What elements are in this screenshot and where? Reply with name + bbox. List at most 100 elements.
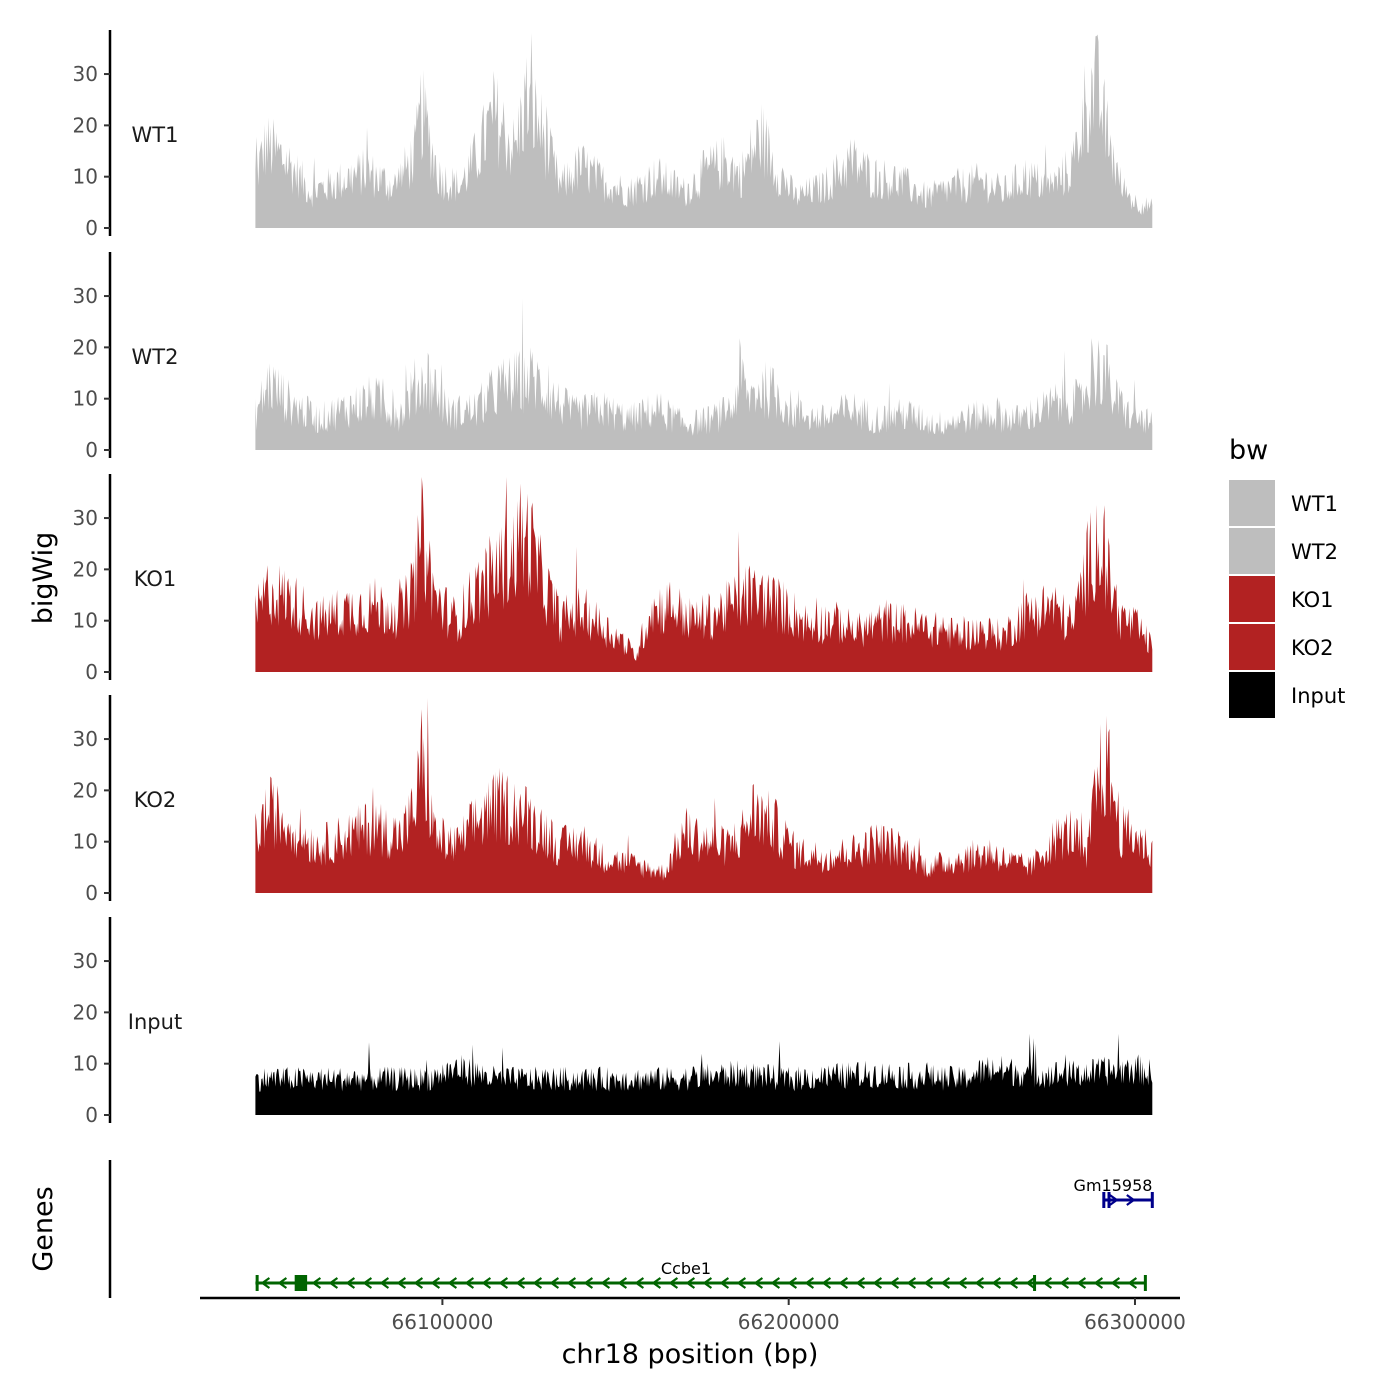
strand-chevron bbox=[923, 1277, 934, 1289]
track-label-wt2: WT2 bbox=[132, 345, 179, 369]
strand-chevron bbox=[566, 1277, 577, 1289]
strand-chevron bbox=[753, 1277, 764, 1289]
gene-ccbe1: Ccbe1 bbox=[255, 1259, 1147, 1291]
strand-chevron bbox=[991, 1277, 1002, 1289]
y-tick-label: 20 bbox=[73, 557, 98, 581]
legend-swatch-input bbox=[1229, 672, 1275, 718]
exon bbox=[1033, 1275, 1037, 1291]
x-axis-title: chr18 position (bp) bbox=[562, 1339, 819, 1370]
track-ko1: 0 10 20 30 KO1 bbox=[73, 474, 1153, 684]
strand-chevron bbox=[532, 1277, 543, 1289]
strand-chevron bbox=[396, 1277, 407, 1289]
strand-chevron bbox=[668, 1277, 679, 1289]
legend-label-input: Input bbox=[1291, 684, 1345, 708]
track-wt2: 0 10 20 30 WT2 bbox=[73, 252, 1153, 462]
strand-chevron bbox=[872, 1277, 883, 1289]
y-tick-label: 20 bbox=[73, 335, 98, 359]
strand-chevron bbox=[481, 1277, 492, 1289]
x-tick-label: 66100000 bbox=[392, 1310, 494, 1334]
area-ko2 bbox=[255, 698, 1153, 893]
strand-chevron bbox=[1042, 1277, 1053, 1289]
track-input: 0 10 20 30 Input bbox=[73, 917, 1153, 1127]
strand-chevron bbox=[617, 1277, 628, 1289]
y-tick-label: 0 bbox=[85, 1103, 98, 1127]
track-label-input: Input bbox=[128, 1010, 182, 1034]
x-axis: 66100000 66200000 66300000 bbox=[200, 1296, 1186, 1334]
strand-chevron bbox=[1093, 1277, 1104, 1289]
exon bbox=[1102, 1192, 1106, 1208]
strand-chevron bbox=[362, 1277, 373, 1289]
y-tick-label: 30 bbox=[73, 506, 98, 530]
strand-chevron bbox=[413, 1277, 424, 1289]
strand-chevron bbox=[974, 1277, 985, 1289]
gene-label: Gm15958 bbox=[1074, 1176, 1153, 1195]
strand-chevron bbox=[447, 1277, 458, 1289]
strand-chevron bbox=[549, 1277, 560, 1289]
strand-chevron bbox=[685, 1277, 696, 1289]
strand-chevron bbox=[719, 1277, 730, 1289]
legend-label-wt1: WT1 bbox=[1291, 492, 1338, 516]
y-tick-label: 10 bbox=[73, 830, 98, 854]
exon bbox=[1107, 1192, 1111, 1208]
exon bbox=[1150, 1192, 1154, 1208]
y-tick-label: 30 bbox=[73, 727, 98, 751]
y-axis-title: bigWig bbox=[28, 532, 59, 625]
strand-chevron bbox=[651, 1277, 662, 1289]
legend-swatch-wt1 bbox=[1229, 480, 1275, 526]
exon bbox=[304, 1275, 308, 1291]
strand-chevron bbox=[345, 1277, 356, 1289]
track-ko2: 0 10 20 30 KO2 bbox=[73, 695, 1153, 905]
legend-swatch-wt2 bbox=[1229, 528, 1275, 574]
gene-label: Ccbe1 bbox=[661, 1259, 711, 1278]
y-tick-label: 20 bbox=[73, 1000, 98, 1024]
strand-chevron bbox=[906, 1277, 917, 1289]
strand-chevron bbox=[1076, 1277, 1087, 1289]
strand-chevron bbox=[260, 1277, 271, 1289]
area-wt1 bbox=[255, 33, 1153, 228]
y-tick-label: 0 bbox=[85, 881, 98, 905]
strand-chevron bbox=[770, 1277, 781, 1289]
strand-chevron bbox=[1126, 1194, 1136, 1206]
y-tick-label: 10 bbox=[73, 609, 98, 633]
strand-chevron bbox=[277, 1277, 288, 1289]
strand-chevron bbox=[634, 1277, 645, 1289]
strand-chevron bbox=[787, 1277, 798, 1289]
strand-chevron bbox=[1127, 1277, 1138, 1289]
strand-chevron bbox=[855, 1277, 866, 1289]
track-label-ko1: KO1 bbox=[134, 567, 177, 591]
y-tick-label: 0 bbox=[85, 438, 98, 462]
strand-chevron bbox=[328, 1277, 339, 1289]
strand-chevron bbox=[583, 1277, 594, 1289]
y-tick-label: 30 bbox=[73, 949, 98, 973]
exon bbox=[255, 1275, 259, 1291]
y-tick-label: 0 bbox=[85, 216, 98, 240]
area-wt2 bbox=[255, 298, 1153, 450]
strand-chevron bbox=[1059, 1277, 1070, 1289]
y-tick-label: 0 bbox=[85, 660, 98, 684]
strand-chevron bbox=[940, 1277, 951, 1289]
strand-chevron bbox=[498, 1277, 509, 1289]
gene-gm15958: Gm15958 bbox=[1074, 1176, 1154, 1208]
strand-chevron bbox=[821, 1277, 832, 1289]
y-tick-label: 10 bbox=[73, 387, 98, 411]
strand-chevron bbox=[515, 1277, 526, 1289]
x-tick-label: 66200000 bbox=[738, 1310, 840, 1334]
track-wt1: 0 10 20 30 WT1 bbox=[73, 30, 1153, 240]
legend-label-ko1: KO1 bbox=[1291, 588, 1334, 612]
strand-chevron bbox=[430, 1277, 441, 1289]
exon bbox=[1143, 1275, 1147, 1291]
legend-swatch-ko2 bbox=[1229, 624, 1275, 670]
strand-chevron bbox=[736, 1277, 747, 1289]
track-label-wt1: WT1 bbox=[132, 123, 179, 147]
y-tick-label: 10 bbox=[73, 165, 98, 189]
legend: bw WT1 WT2 KO1 KO2 Input bbox=[1229, 435, 1345, 718]
strand-chevron bbox=[838, 1277, 849, 1289]
track-label-ko2: KO2 bbox=[134, 788, 177, 812]
strand-chevron bbox=[1025, 1277, 1036, 1289]
x-tick-label: 66300000 bbox=[1084, 1310, 1186, 1334]
genes-panel: Ccbe1 Gm15958 bbox=[108, 1160, 1154, 1298]
exon bbox=[298, 1275, 307, 1291]
strand-chevron bbox=[600, 1277, 611, 1289]
strand-chevron bbox=[1008, 1277, 1019, 1289]
